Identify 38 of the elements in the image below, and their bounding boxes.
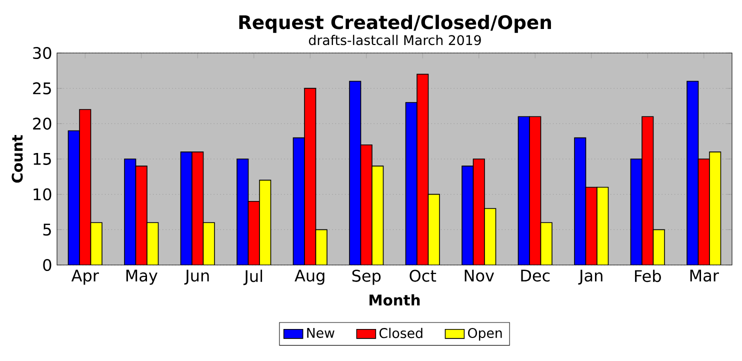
chart-title: Request Created/Closed/Open [239,14,551,33]
bar [292,137,305,265]
y-tick-label: 20 [33,118,52,130]
x-tick-label: Nov [464,270,494,282]
y-tick-label: 30 [33,46,52,60]
x-axis-title: Month [370,294,420,306]
x-tick-label: Oct [410,270,436,282]
y-tick-label: 25 [33,82,51,94]
bar [236,158,249,265]
y-tick-label: 0 [43,258,52,272]
y-axis-title: Count [12,134,23,183]
x-tick-label: Feb [635,270,661,282]
y-tick-label: 15 [34,153,51,165]
x-tick-label: Aug [294,270,324,285]
bar [518,116,530,265]
y-tick-label: 5 [43,224,51,236]
bar [630,158,642,265]
x-tick-label: Jan [578,270,602,285]
bar [180,152,192,265]
bar [68,130,80,265]
bar [462,166,474,265]
bar [349,80,362,265]
legend-label: New [307,328,334,338]
x-tick-label: Sep [352,270,381,285]
x-tick-label: Jul [243,270,262,286]
x-tick-label: Mar [690,270,719,282]
x-tick-label: Apr [71,270,99,285]
x-tick-label: Dec [521,270,550,282]
bar [686,80,699,265]
bar [124,158,136,265]
x-tick-label: Jun [184,270,209,285]
legend-label: Closed [379,328,422,338]
y-tick-label: 10 [34,188,52,200]
bar [405,102,418,265]
x-tick-label: May [126,270,158,285]
bar [574,137,586,265]
legend-label: Open [468,328,502,341]
chart-subtitle: drafts-lastcall March 2019 [308,34,481,46]
